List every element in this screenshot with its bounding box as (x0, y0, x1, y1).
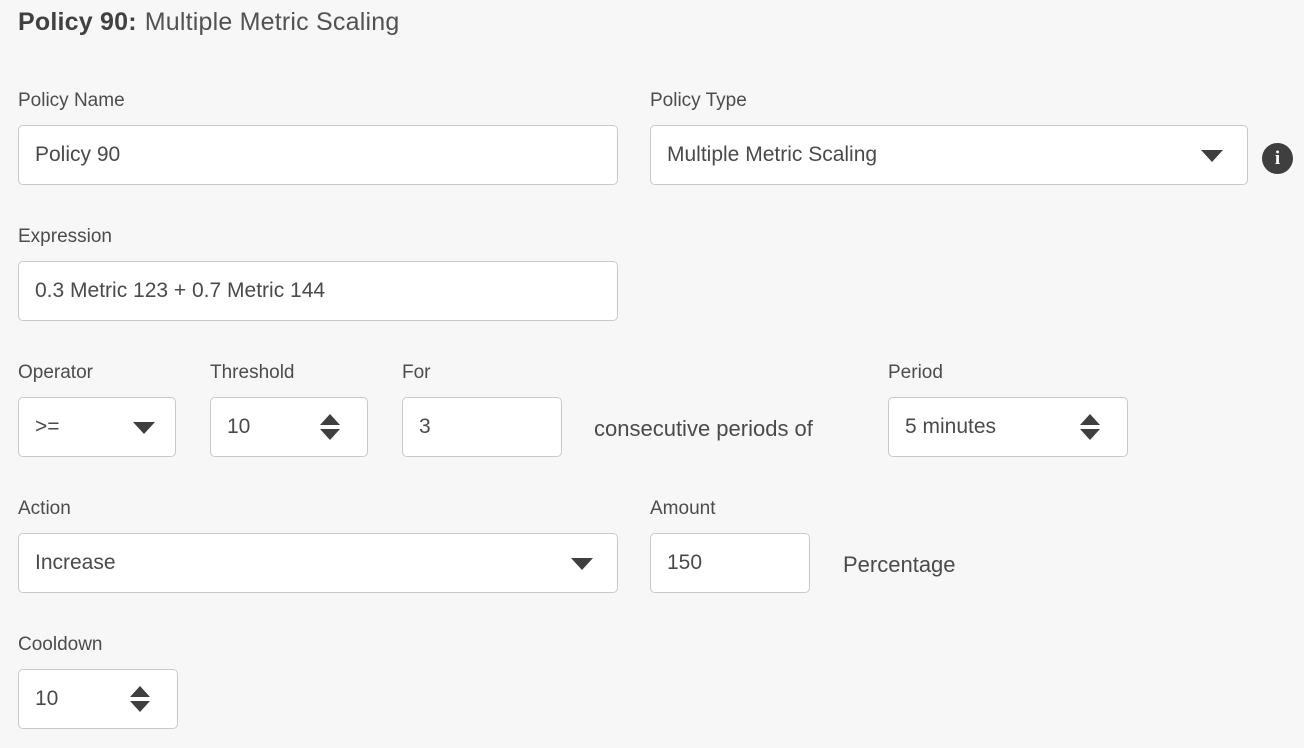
expression-input[interactable] (19, 262, 617, 320)
stepper-up-icon[interactable] (130, 686, 150, 697)
consecutive-periods-text: consecutive periods of (594, 416, 813, 441)
cooldown-stepper-arrows (130, 686, 150, 712)
period-stepper (888, 397, 1128, 457)
operator-label: Operator (18, 362, 93, 383)
cooldown-label: Cooldown (18, 634, 103, 655)
expression-label: Expression (18, 226, 112, 247)
policy-type-select[interactable]: Multiple Metric Scaling (650, 125, 1248, 185)
action-group: Action Increase (18, 496, 618, 593)
cooldown-stepper (18, 669, 178, 729)
operator-value: >= (35, 415, 60, 438)
action-label: Action (18, 498, 71, 519)
for-box (402, 397, 562, 457)
amount-group: Amount (650, 496, 810, 593)
threshold-stepper-arrows (320, 414, 340, 440)
policy-type-title: Multiple Metric Scaling (144, 8, 400, 36)
amount-input[interactable] (651, 534, 809, 592)
chevron-down-icon (1201, 150, 1223, 162)
threshold-stepper (210, 397, 368, 457)
policy-type-value: Multiple Metric Scaling (667, 143, 878, 166)
chevron-down-icon (571, 558, 593, 570)
for-input[interactable] (403, 398, 561, 456)
threshold-group: Threshold (210, 360, 368, 457)
cooldown-input[interactable] (19, 670, 177, 728)
policy-name-label: Policy Name (18, 90, 125, 111)
period-group: Period (888, 360, 1128, 457)
action-value: Increase (35, 551, 116, 574)
expression-box (18, 261, 618, 321)
threshold-label: Threshold (210, 362, 295, 383)
stepper-down-icon[interactable] (130, 701, 150, 712)
for-group: For (402, 360, 562, 457)
info-icon[interactable]: i (1262, 143, 1293, 174)
policy-number-title: Policy 90: (18, 8, 137, 36)
operator-select[interactable]: >= (18, 397, 176, 457)
threshold-input[interactable] (211, 398, 367, 456)
amount-box (650, 533, 810, 593)
page-title: Policy 90: Multiple Metric Scaling (18, 8, 399, 37)
stepper-up-icon[interactable] (1080, 414, 1100, 425)
policy-name-group: Policy Name (18, 88, 618, 185)
stepper-down-icon[interactable] (1080, 429, 1100, 440)
policy-name-input[interactable] (19, 126, 617, 184)
stepper-down-icon[interactable] (320, 429, 340, 440)
amount-label: Amount (650, 498, 716, 519)
cooldown-group: Cooldown (18, 632, 178, 729)
policy-type-label: Policy Type (650, 90, 747, 111)
period-stepper-arrows (1080, 414, 1100, 440)
chevron-down-icon (133, 422, 155, 434)
expression-group: Expression (18, 224, 618, 321)
stepper-up-icon[interactable] (320, 414, 340, 425)
operator-group: Operator >= (18, 360, 176, 457)
amount-unit-text: Percentage (843, 552, 956, 577)
period-input[interactable] (889, 398, 1127, 456)
policy-type-group: Policy Type Multiple Metric Scaling (650, 88, 1248, 185)
for-label: For (402, 362, 431, 383)
policy-name-box (18, 125, 618, 185)
action-select[interactable]: Increase (18, 533, 618, 593)
period-label: Period (888, 362, 943, 383)
